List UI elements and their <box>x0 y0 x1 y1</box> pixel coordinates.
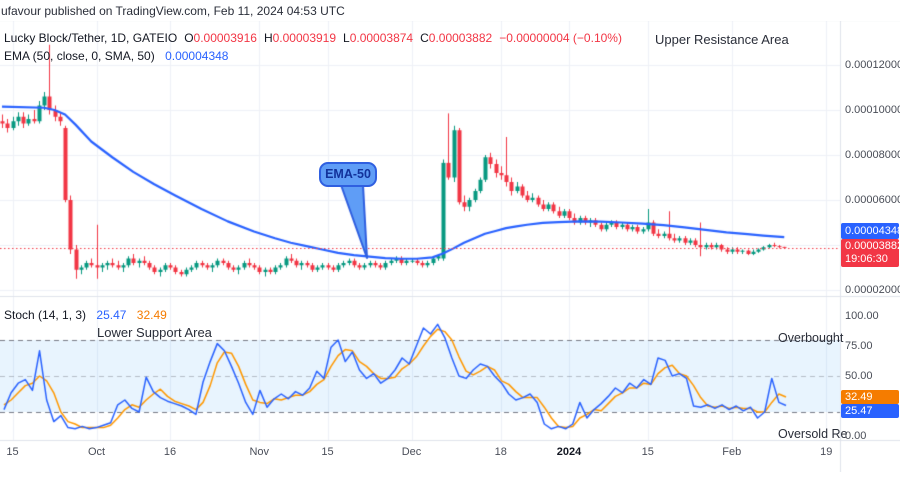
stoch-axis-label: 75.00 <box>845 340 873 352</box>
time-axis-tick: 2024 <box>556 446 582 458</box>
time-axis-tick: 19 <box>820 446 833 458</box>
symbol-title[interactable]: Lucky Block/Tether, 1D, GATEIO <box>4 31 178 45</box>
close-value: 0.00003882 <box>428 31 493 45</box>
time-axis-tick: Dec <box>401 446 422 458</box>
last-price-value: 0.00003882 <box>845 239 900 252</box>
time-axis-tick: 18 <box>494 446 507 458</box>
last-price-tag: 0.00003882 19:06:30 <box>841 238 900 267</box>
ema-value: 0.00004348 <box>165 49 229 63</box>
stoch-axis-label: 100.00 <box>845 310 879 322</box>
stoch-d-tag: 32.49 <box>841 390 899 404</box>
stoch-axis-label: 0.00 <box>845 430 867 442</box>
low-value: 0.00003874 <box>349 31 414 45</box>
bar-countdown: 19:06:30 <box>845 252 888 265</box>
symbol-legend[interactable]: Lucky Block/Tether, 1D, GATEIO O0.0000391… <box>4 31 622 45</box>
low-label: L <box>343 31 350 45</box>
stoch-k-tag: 25.47 <box>841 404 899 418</box>
ema-price-tag: 0.00004348 <box>841 222 900 239</box>
time-axis-tick: Feb <box>722 446 742 458</box>
ema-legend[interactable]: EMA (50, close, 0, SMA, 50) 0.00004348 <box>4 49 228 63</box>
footer-bar: TradingView <box>0 472 900 500</box>
ema-name[interactable]: EMA (50, close, 0, SMA, 50) <box>4 49 155 63</box>
lower-support-label: Lower Support Area <box>97 325 212 340</box>
price-axis-label: 0.00002000 <box>845 284 900 296</box>
time-axis-tick: Nov <box>249 446 270 458</box>
time-axis-tick: 15 <box>321 446 334 458</box>
open-value: 0.00003916 <box>193 31 257 45</box>
price-axis-label: 0.00012000 <box>845 59 900 71</box>
upper-resistance-label: Upper Resistance Area <box>655 32 789 47</box>
time-axis-tick: 15 <box>641 446 654 458</box>
price-axis-label: 0.00010000 <box>845 104 900 116</box>
ema50-callout: EMA-50 <box>319 162 377 187</box>
publish-bar: ufavour published on TradingView.com, Fe… <box>0 0 900 21</box>
publish-text: ufavour published on TradingView.com, Fe… <box>1 4 345 18</box>
stoch-d-value: 32.49 <box>136 308 167 322</box>
overbought-label: Overbought <box>778 331 844 345</box>
stoch-legend[interactable]: Stoch (14, 1, 3) 25.47 32.49 <box>4 308 167 322</box>
stoch-k-value: 25.47 <box>96 308 127 322</box>
stoch-name[interactable]: Stoch (14, 1, 3) <box>4 308 87 322</box>
high-label: H <box>263 31 273 45</box>
price-axis-label: 0.00008000 <box>845 149 900 161</box>
time-axis-tick: 15 <box>6 446 19 458</box>
time-axis-tick: 16 <box>163 446 177 458</box>
high-value: 0.00003919 <box>272 31 337 45</box>
time-axis-tick: Oct <box>87 446 106 458</box>
stoch-axis-label: 50.00 <box>845 370 873 382</box>
close-label: C <box>420 31 429 45</box>
open-label: O <box>184 31 194 45</box>
change-value: −0.00000004 (−0.10%) <box>499 31 622 45</box>
oversold-label: Oversold Re <box>778 427 848 441</box>
price-axis-label: 0.00006000 <box>845 194 900 206</box>
